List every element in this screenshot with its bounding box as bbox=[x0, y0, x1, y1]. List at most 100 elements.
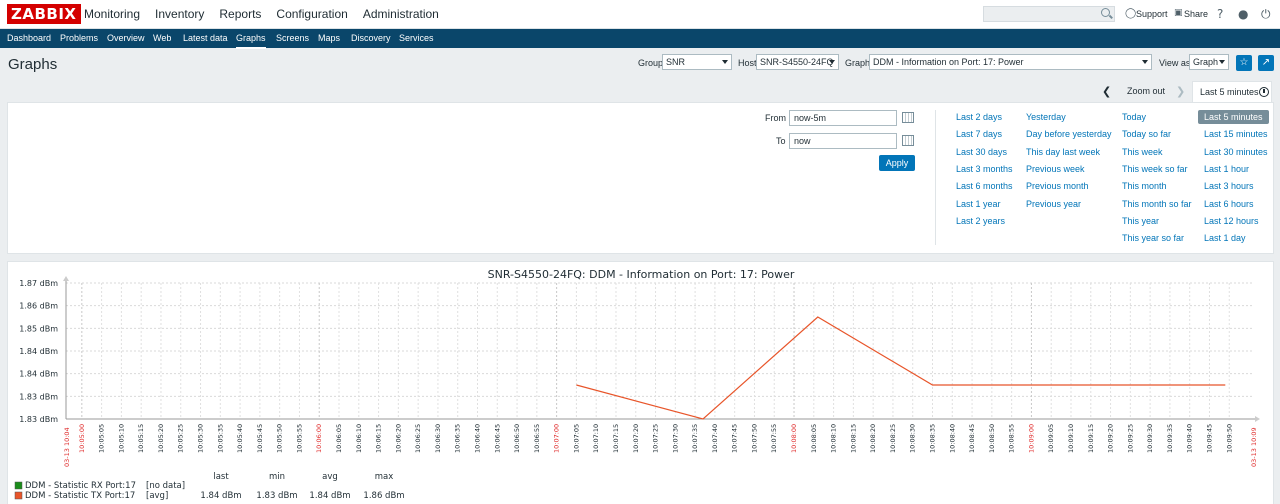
from-input[interactable] bbox=[789, 110, 897, 126]
host-select[interactable]: SNR-S4550-24FQ bbox=[756, 54, 839, 70]
x-tick-label: 10:07:15 bbox=[612, 424, 620, 453]
subnav-screens[interactable]: Screens bbox=[276, 33, 310, 43]
quick-range-this-week-so-far[interactable]: This week so far bbox=[1122, 163, 1188, 174]
quick-range-last-15-minutes[interactable]: Last 15 minutes bbox=[1204, 129, 1268, 140]
search-input[interactable] bbox=[983, 6, 1115, 22]
y-tick-label: 1.83 dBm bbox=[19, 415, 58, 424]
search-icon[interactable] bbox=[1101, 8, 1110, 17]
x-tick-label: 10:09:00 bbox=[1027, 424, 1035, 453]
nav-reports[interactable]: Reports bbox=[219, 7, 262, 21]
subnav-dashboard[interactable]: Dashboard bbox=[7, 33, 52, 43]
help-icon[interactable]: ? bbox=[1217, 7, 1224, 21]
quick-range-today[interactable]: Today bbox=[1122, 112, 1147, 122]
quick-range-last-7-days[interactable]: Last 7 days bbox=[956, 129, 1003, 140]
zoom-out-button[interactable]: Zoom out bbox=[1127, 86, 1166, 96]
nav-monitoring[interactable]: Monitoring bbox=[84, 7, 141, 21]
x-tick-label: 10:07:40 bbox=[711, 424, 719, 453]
sub-nav: Dashboard Problems Overview Web Latest d… bbox=[0, 29, 1280, 49]
quick-range-yesterday[interactable]: Yesterday bbox=[1026, 112, 1066, 122]
quick-range-previous-year[interactable]: Previous year bbox=[1026, 198, 1082, 209]
quick-range-last-2-years[interactable]: Last 2 years bbox=[956, 215, 1006, 226]
quick-range-last-12-hours[interactable]: Last 12 hours bbox=[1204, 215, 1259, 226]
share-link[interactable]: Share bbox=[1184, 9, 1209, 19]
zabbix-logo[interactable]: ZABBIX bbox=[7, 4, 81, 24]
nav-administration[interactable]: Administration bbox=[362, 7, 439, 21]
to-input[interactable] bbox=[789, 133, 897, 149]
calendar-icon[interactable] bbox=[902, 112, 914, 123]
headset-icon: ◯ bbox=[1125, 8, 1137, 19]
y-tick-label: 1.86 dBm bbox=[19, 302, 58, 311]
quick-range-this-month[interactable]: This month bbox=[1122, 181, 1167, 192]
subnav-web[interactable]: Web bbox=[153, 33, 172, 43]
chevron-right-icon[interactable]: ❯ bbox=[1176, 85, 1186, 98]
quick-range-last-2-days[interactable]: Last 2 days bbox=[956, 112, 1003, 122]
quick-range-last-1-hour[interactable]: Last 1 hour bbox=[1204, 163, 1250, 174]
time-selector-panel bbox=[7, 102, 1274, 254]
graph-select[interactable]: DDM - Information on Port: 17: Power bbox=[869, 54, 1152, 70]
quick-range-last-5-minutes[interactable]: Last 5 minutes bbox=[1198, 110, 1269, 124]
quick-range-this-week[interactable]: This week bbox=[1122, 146, 1163, 157]
quick-range-last-6-months[interactable]: Last 6 months bbox=[956, 181, 1013, 192]
x-tick-label: 10:08:15 bbox=[849, 424, 857, 453]
view-as-select[interactable]: Graph bbox=[1189, 54, 1229, 70]
top-header: ZABBIX Monitoring Inventory Reports Conf… bbox=[0, 0, 1280, 29]
nav-inventory[interactable]: Inventory bbox=[155, 7, 205, 21]
quick-range-last-3-months[interactable]: Last 3 months bbox=[956, 163, 1013, 174]
user-profile-icon[interactable]: ● bbox=[1238, 7, 1249, 21]
quick-range-last-1-day[interactable]: Last 1 day bbox=[1204, 233, 1246, 244]
divider bbox=[935, 110, 936, 245]
quick-range-this-year[interactable]: This year bbox=[1122, 215, 1160, 226]
legend-value-min: 1.83 dBm bbox=[256, 491, 297, 501]
sign-out-icon[interactable]: ⏻ bbox=[1261, 7, 1271, 21]
quick-range-last-30-days[interactable]: Last 30 days bbox=[956, 146, 1008, 157]
add-to-favourites-button[interactable]: ☆ bbox=[1236, 55, 1252, 71]
legend-swatch bbox=[14, 491, 23, 500]
nav-configuration[interactable]: Configuration bbox=[276, 7, 348, 21]
quick-range-last-30-minutes[interactable]: Last 30 minutes bbox=[1204, 146, 1268, 157]
x-tick-label: 10:09:30 bbox=[1146, 424, 1154, 453]
subnav-services[interactable]: Services bbox=[399, 33, 434, 43]
subnav-maps[interactable]: Maps bbox=[318, 33, 341, 43]
time-period-tab-label: Last 5 minutes bbox=[1200, 87, 1259, 97]
x-end-label: 03-13 10:09 bbox=[1250, 427, 1258, 467]
x-tick-label: 10:08:10 bbox=[830, 424, 838, 453]
group-select[interactable]: SNR bbox=[662, 54, 732, 70]
x-tick-label: 10:06:45 bbox=[493, 424, 501, 453]
x-tick-label: 10:09:45 bbox=[1205, 424, 1213, 453]
subnav-overview[interactable]: Overview bbox=[107, 33, 145, 43]
group-label: Group bbox=[638, 58, 664, 68]
x-tick-label: 10:08:40 bbox=[948, 424, 956, 453]
quick-range-last-1-year[interactable]: Last 1 year bbox=[956, 198, 1001, 209]
quick-range-this-month-so-far[interactable]: This month so far bbox=[1122, 198, 1192, 209]
support-link[interactable]: Support bbox=[1136, 9, 1168, 19]
x-tick-label: 10:08:20 bbox=[869, 424, 877, 453]
apply-button[interactable]: Apply bbox=[879, 155, 915, 171]
subnav-latest-data[interactable]: Latest data bbox=[183, 33, 228, 43]
x-tick-label: 10:05:55 bbox=[295, 424, 303, 453]
quick-range-previous-month[interactable]: Previous month bbox=[1026, 181, 1089, 192]
quick-range-last-3-hours[interactable]: Last 3 hours bbox=[1204, 181, 1254, 192]
y-axis-arrow bbox=[63, 276, 69, 281]
legend-series-name: DDM - Statistic RX Port:17 bbox=[25, 481, 136, 491]
quick-range-this-day-last-week[interactable]: This day last week bbox=[1026, 146, 1101, 157]
quick-range-last-6-hours[interactable]: Last 6 hours bbox=[1204, 198, 1254, 209]
chevron-left-icon[interactable]: ❮ bbox=[1102, 85, 1112, 98]
time-period-tab[interactable]: Last 5 minutes bbox=[1192, 81, 1272, 103]
y-tick-label: 1.85 dBm bbox=[19, 324, 58, 333]
x-tick-label: 10:08:00 bbox=[790, 424, 798, 453]
calendar-icon[interactable] bbox=[902, 135, 914, 146]
legend-header-min: min bbox=[269, 472, 285, 482]
y-tick-label: 1.84 dBm bbox=[19, 347, 58, 356]
star-icon: ☆ bbox=[1239, 57, 1249, 68]
x-tick-label: 10:05:10 bbox=[117, 424, 125, 453]
subnav-problems[interactable]: Problems bbox=[60, 33, 99, 43]
quick-range-this-year-so-far[interactable]: This year so far bbox=[1122, 233, 1185, 244]
subnav-discovery[interactable]: Discovery bbox=[351, 33, 391, 43]
subnav-graphs[interactable]: Graphs bbox=[236, 29, 266, 49]
page-title: Graphs bbox=[8, 56, 58, 73]
x-tick-label: 10:08:35 bbox=[929, 424, 937, 453]
quick-range-day-before-yesterday[interactable]: Day before yesterday bbox=[1026, 129, 1112, 140]
fullscreen-button[interactable]: ↗ bbox=[1258, 55, 1274, 71]
quick-range-previous-week[interactable]: Previous week bbox=[1026, 163, 1085, 174]
quick-range-today-so-far[interactable]: Today so far bbox=[1122, 129, 1172, 140]
